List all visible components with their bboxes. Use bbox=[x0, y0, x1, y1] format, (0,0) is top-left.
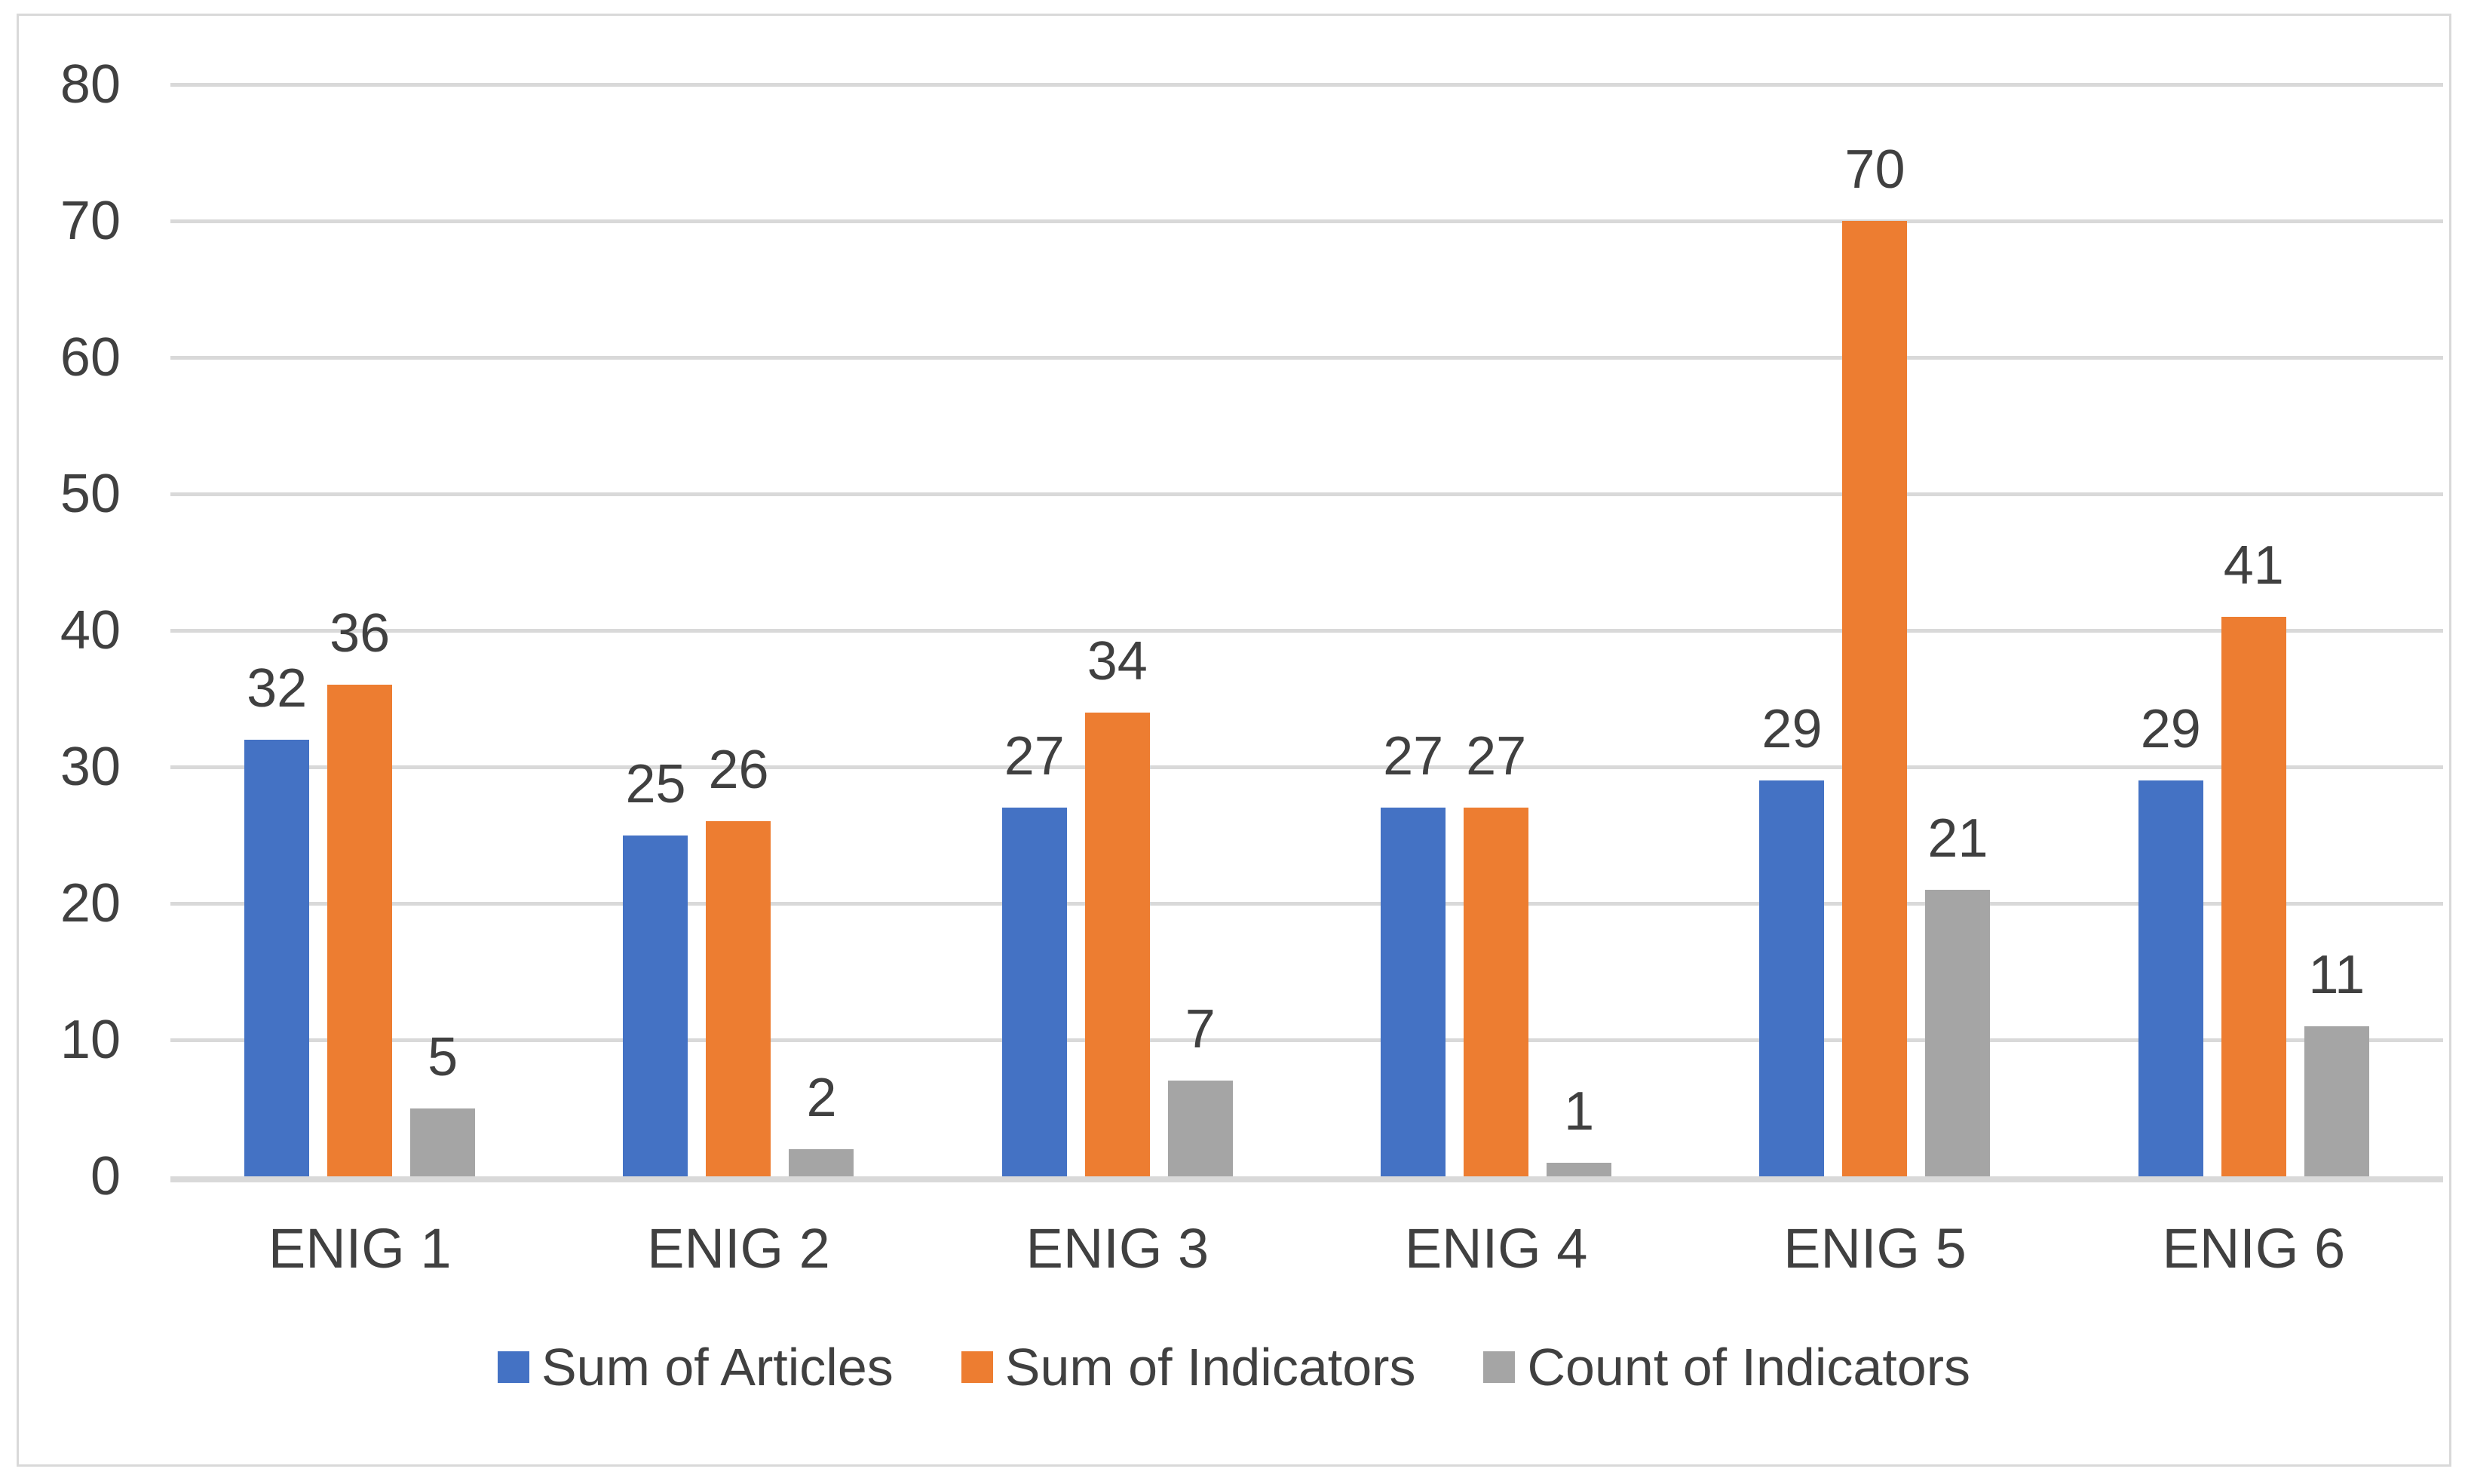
legend-item: Sum of Indicators bbox=[961, 1338, 1416, 1397]
legend-item: Sum of Articles bbox=[497, 1338, 894, 1397]
bar-group: 27 34 7 bbox=[928, 84, 1307, 1176]
bar-column: 21 bbox=[1925, 808, 1991, 1176]
bar-column: 27 bbox=[1001, 726, 1067, 1176]
bar-value-label: 29 bbox=[2140, 699, 2201, 760]
gridline bbox=[170, 83, 2443, 87]
bar-column: 25 bbox=[623, 753, 688, 1176]
legend-swatch bbox=[1483, 1351, 1516, 1383]
bar bbox=[789, 1148, 854, 1176]
bar-column: 27 bbox=[1464, 726, 1529, 1176]
x-axis-line bbox=[170, 1176, 2443, 1182]
y-tick-label: 10 bbox=[60, 1010, 121, 1070]
bar bbox=[1381, 808, 1446, 1176]
x-category-label: ENIG 5 bbox=[1783, 1217, 1967, 1280]
bar-group: 25 26 2 bbox=[549, 84, 927, 1176]
bar-value-label: 29 bbox=[1761, 699, 1823, 760]
gridline bbox=[170, 902, 2443, 906]
bar-value-label: 11 bbox=[2308, 944, 2365, 1005]
bar-value-label: 36 bbox=[330, 603, 391, 664]
x-category-label: ENIG 4 bbox=[1404, 1217, 1588, 1280]
y-tick-label: 40 bbox=[60, 600, 121, 661]
y-tick-label: 50 bbox=[60, 464, 121, 524]
x-category-label: ENIG 3 bbox=[1026, 1217, 1209, 1280]
bar-column: 27 bbox=[1381, 729, 1446, 1176]
bar bbox=[1925, 889, 1991, 1176]
bar-value-label: 26 bbox=[708, 740, 769, 801]
y-tick-label: 0 bbox=[90, 1146, 121, 1207]
bar-value-label: 27 bbox=[1004, 726, 1065, 787]
bar bbox=[1167, 1081, 1233, 1176]
bar-group: 29 41 11 bbox=[2065, 84, 2443, 1176]
bar-value-label: 5 bbox=[428, 1026, 458, 1087]
gridline bbox=[170, 1038, 2443, 1042]
bar-value-label: 21 bbox=[1927, 808, 1988, 869]
bar-column: 70 bbox=[1842, 140, 1908, 1176]
legend-swatch bbox=[497, 1351, 529, 1383]
bar-column: 29 bbox=[1759, 699, 1825, 1176]
x-axis: ENIG 1 ENIG 2 ENIG 3 ENIG 4 ENIG 5 ENIG 6 bbox=[170, 1215, 2443, 1283]
y-tick-label: 30 bbox=[60, 737, 121, 797]
bar-value-label: 7 bbox=[1185, 999, 1216, 1060]
bar bbox=[1759, 780, 1825, 1176]
bar-column: 1 bbox=[1547, 1081, 1612, 1176]
y-axis: 80 70 60 50 40 30 20 10 0 bbox=[19, 54, 121, 1207]
bar bbox=[327, 685, 393, 1176]
legend-label: Sum of Articles bbox=[541, 1338, 894, 1397]
bar-column: 26 bbox=[706, 743, 771, 1176]
bar-value-label: 27 bbox=[1466, 726, 1527, 787]
bar-column: 41 bbox=[2221, 538, 2286, 1176]
bar-column: 2 bbox=[789, 1071, 854, 1176]
legend: Sum of Articles Sum of Indicators Count of… bbox=[19, 1341, 2449, 1394]
x-category-label: ENIG 1 bbox=[268, 1217, 452, 1280]
legend-label: Count of Indicators bbox=[1527, 1338, 1971, 1397]
bar bbox=[2304, 1026, 2369, 1176]
bar-column: 11 bbox=[2304, 948, 2369, 1176]
y-tick-label: 20 bbox=[60, 873, 121, 934]
bar bbox=[1842, 221, 1908, 1176]
bar-value-label: 32 bbox=[247, 658, 308, 719]
gridline bbox=[170, 492, 2443, 496]
bar bbox=[1547, 1162, 1612, 1176]
bar-column: 34 bbox=[1084, 630, 1150, 1176]
bar-groups: 32 36 5 25 26 2 27 34 7 27 27 1 29 70 21 29 41 11 bbox=[170, 84, 2443, 1176]
legend-item: Count of Indicators bbox=[1483, 1341, 1970, 1394]
bar-value-label: 70 bbox=[1844, 140, 1905, 200]
bar bbox=[2221, 616, 2286, 1176]
bar-value-label: 41 bbox=[2223, 535, 2284, 596]
plot-area: 32 36 5 25 26 2 27 34 7 27 27 1 29 70 21 29 41 11 bbox=[170, 83, 2443, 1182]
bar bbox=[410, 1108, 476, 1176]
bar-value-label: 25 bbox=[625, 753, 686, 814]
bar-value-label: 2 bbox=[806, 1067, 837, 1128]
gridline bbox=[170, 629, 2443, 633]
bar bbox=[1084, 712, 1150, 1176]
bar-group: 29 70 21 bbox=[1685, 84, 2064, 1176]
bar-column: 29 bbox=[2138, 702, 2203, 1176]
bar bbox=[623, 835, 688, 1176]
y-tick-label: 80 bbox=[60, 54, 121, 115]
x-category-label: ENIG 6 bbox=[2162, 1217, 2346, 1280]
x-category-label: ENIG 2 bbox=[647, 1217, 830, 1280]
chart-figure: 80 70 60 50 40 30 20 10 0 32 36 5 25 26 2 27 34 7 27 27 1 29… bbox=[17, 14, 2451, 1467]
bar-value-label: 34 bbox=[1087, 630, 1148, 691]
bar bbox=[2138, 780, 2203, 1176]
bar bbox=[1001, 808, 1067, 1176]
bar-column: 5 bbox=[410, 1026, 476, 1176]
gridline bbox=[170, 356, 2443, 360]
bar-group: 27 27 1 bbox=[1307, 84, 1685, 1176]
y-tick-label: 60 bbox=[60, 327, 121, 388]
bar bbox=[1464, 808, 1529, 1176]
bar-column: 32 bbox=[244, 658, 310, 1176]
y-tick-label: 70 bbox=[60, 191, 121, 251]
bar-column: 36 bbox=[327, 603, 393, 1176]
legend-swatch bbox=[961, 1351, 993, 1383]
gridline bbox=[170, 219, 2443, 223]
bar-group: 32 36 5 bbox=[170, 84, 549, 1176]
bar bbox=[706, 821, 771, 1176]
bar bbox=[244, 739, 310, 1176]
bar-value-label: 27 bbox=[1383, 726, 1444, 787]
bar-column: 7 bbox=[1167, 999, 1233, 1176]
bar-value-label: 1 bbox=[1564, 1081, 1595, 1142]
gridline bbox=[170, 765, 2443, 769]
legend-label: Sum of Indicators bbox=[1004, 1338, 1416, 1397]
